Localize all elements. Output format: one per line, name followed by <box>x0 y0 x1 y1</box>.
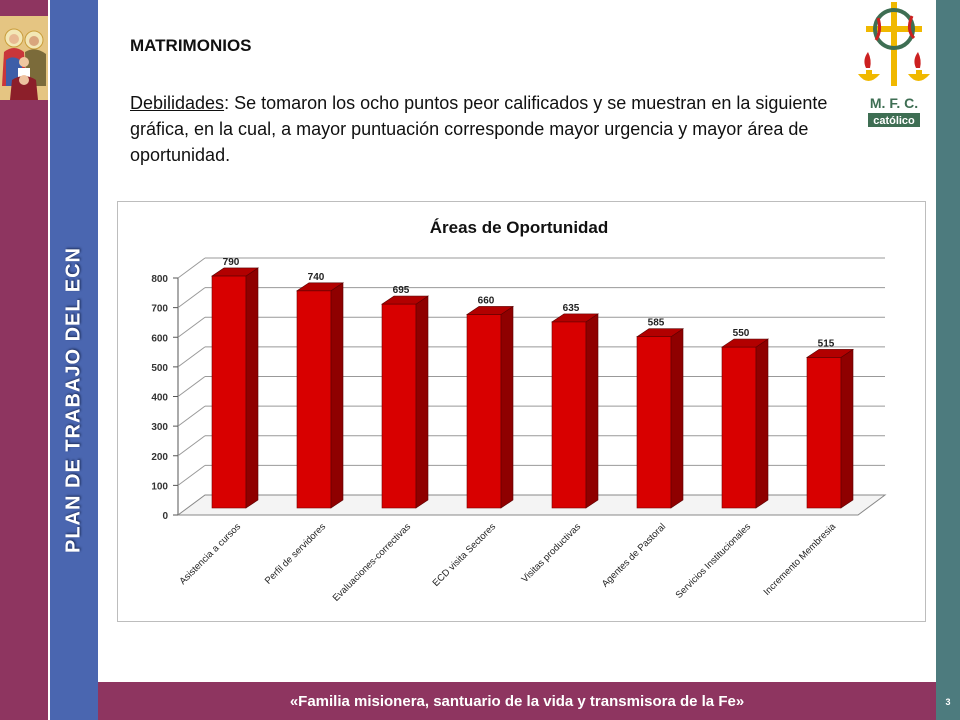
bar-front <box>466 314 502 509</box>
y-tick-label: 0 <box>162 511 168 522</box>
bar-top <box>636 328 684 337</box>
data-label: 660 <box>478 295 495 306</box>
x-tick-label: Asistencia a cursos <box>177 521 243 587</box>
slide-number: 3 <box>945 697 951 707</box>
bar-top <box>551 313 599 323</box>
footer-banner: «Familia misionera, santuario de la vida… <box>98 682 936 720</box>
bar-top <box>806 349 854 358</box>
y-tick-label: 600 <box>151 333 168 344</box>
bar-front <box>381 303 417 509</box>
gridline-diagonal <box>177 316 206 338</box>
y-tick-label: 100 <box>151 481 168 492</box>
bar-side <box>500 305 514 509</box>
paragraph-text: : Se tomaron los ocho puntos peor califi… <box>130 93 828 165</box>
bar-side <box>755 338 769 509</box>
data-label: 790 <box>223 257 240 268</box>
vertical-title: PLAN DE TRABAJO DEL ECN <box>52 220 96 580</box>
x-tick-label: Servicios Institucionales <box>674 521 754 601</box>
bar-top <box>381 295 429 305</box>
logo-text-catolico: católico <box>873 115 915 127</box>
bar <box>551 313 599 509</box>
y-tick-label: 700 <box>151 304 168 315</box>
data-label: 550 <box>733 328 750 339</box>
bar-front <box>806 357 842 509</box>
bar-side <box>330 282 344 509</box>
bar-top <box>466 306 514 315</box>
bar-side <box>245 267 259 509</box>
bar-front <box>636 336 672 509</box>
x-tick-label: Incremento Membresia <box>762 521 839 598</box>
bar-front <box>721 346 757 509</box>
bar <box>381 295 429 509</box>
chart-floor <box>177 494 887 516</box>
bar-top <box>296 282 344 292</box>
bar-side <box>670 328 684 509</box>
bar <box>806 348 854 509</box>
right-teal-band <box>936 0 960 720</box>
footer-text: «Familia misionera, santuario de la vida… <box>289 692 745 710</box>
data-label: 585 <box>648 318 665 329</box>
bar-side <box>840 348 854 509</box>
bar <box>721 338 769 509</box>
gridline-diagonal <box>177 376 206 397</box>
gridline-diagonal <box>177 346 206 368</box>
gridline-diagonal <box>177 405 206 427</box>
mfc-logo: M. F. C. católico <box>852 0 936 132</box>
bar <box>636 328 684 509</box>
y-tick-label: 800 <box>151 274 168 285</box>
bar <box>296 282 344 509</box>
vertical-title-text: PLAN DE TRABAJO DEL ECN <box>62 247 85 553</box>
description-paragraph: Debilidades: Se tomaron los ocho puntos … <box>130 90 840 168</box>
bar-front <box>296 290 332 509</box>
gridline-diagonal <box>177 435 206 457</box>
left-maroon-band <box>0 0 48 720</box>
bar <box>466 305 514 509</box>
bar-top <box>211 267 259 277</box>
gridline-diagonal <box>177 257 206 279</box>
holy-family-picture <box>0 16 48 100</box>
gridline-diagonal <box>177 464 206 486</box>
chart-frame: Áreas de Oportunidad 0 100 200 300 400 500 600… <box>117 201 926 622</box>
gridline-diagonal <box>177 287 206 309</box>
bar-side <box>415 295 429 509</box>
data-label: 515 <box>818 338 835 349</box>
y-tick-label: 300 <box>151 422 168 433</box>
bar-top <box>721 338 769 348</box>
left-divider <box>48 0 50 720</box>
x-tick-label: Visitas productivas <box>519 521 583 585</box>
x-tick-label: Evaluaciones-correctivas <box>331 521 414 604</box>
paragraph-label: Debilidades <box>130 93 225 113</box>
chart-title: Áreas de Oportunidad <box>430 218 609 237</box>
data-label: 695 <box>393 285 410 296</box>
x-tick-label: Agentes de Pastoral <box>600 521 668 589</box>
mfc-logo-icon: M. F. C. católico <box>858 2 930 127</box>
bar-front <box>551 321 587 509</box>
left-blue-band <box>50 0 98 720</box>
x-tick-label: Perfil de servidores <box>263 521 328 586</box>
bar-side <box>585 313 599 509</box>
bar-front <box>211 275 247 509</box>
logo-text-mfc: M. F. C. <box>870 95 918 111</box>
holy-family-image <box>0 16 50 100</box>
data-label: 635 <box>563 303 580 314</box>
x-tick-label: ECD visita Sectores <box>431 521 499 589</box>
data-label: 740 <box>308 272 325 283</box>
bar <box>211 267 259 509</box>
page-title: MATRIMONIOS <box>130 36 252 55</box>
y-tick-label: 500 <box>151 363 168 374</box>
bar-chart: Áreas de Oportunidad 0 100 200 300 400 500 600… <box>151 218 887 604</box>
y-tick-label: 200 <box>151 452 168 463</box>
y-tick-label: 400 <box>151 393 168 404</box>
